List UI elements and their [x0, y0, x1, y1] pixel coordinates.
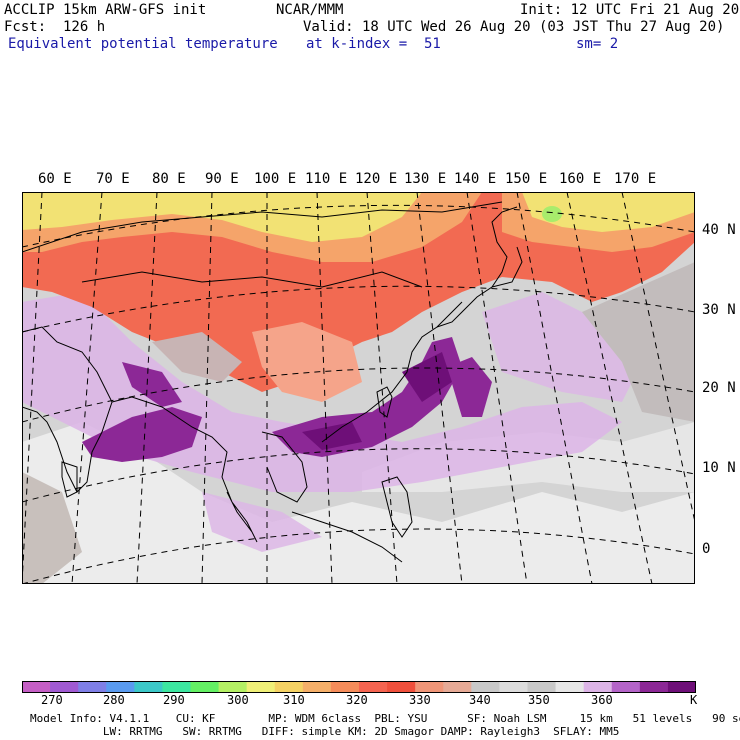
lon-label: 100 E — [254, 171, 297, 187]
lon-label: 140 E — [454, 171, 497, 187]
field-lilac — [202, 492, 322, 552]
model-info-line2: LW: RRTMG SW: RRTMG DIFF: simple KM: 2D … — [30, 725, 620, 738]
colorbar-swatch — [667, 681, 696, 693]
colorbar — [22, 681, 696, 693]
lat-label: 0 — [702, 541, 711, 557]
colorbar-tick: 330 — [409, 693, 431, 707]
colorbar-swatch — [611, 681, 641, 693]
colorbar-swatch — [162, 681, 191, 693]
colorbar-swatch — [415, 681, 444, 693]
field-name: Equivalent potential temperature — [8, 36, 278, 52]
colorbar-tick: 340 — [469, 693, 491, 707]
colorbar-swatch — [639, 681, 669, 693]
center-name: NCAR/MMM — [276, 2, 344, 18]
field-purple — [272, 337, 462, 457]
colorbar-swatch — [499, 681, 528, 693]
colorbar-swatch — [274, 681, 304, 693]
level-label: at k-index = 51 — [306, 36, 441, 52]
colorbar-swatch — [190, 681, 220, 693]
colorbar-tick: 310 — [283, 693, 305, 707]
field-yellow — [22, 192, 422, 242]
field-purple — [82, 407, 202, 462]
theta-e-map — [22, 192, 695, 584]
colorbar-swatch — [359, 681, 388, 693]
field-gray — [582, 262, 695, 422]
field-gray-land — [152, 332, 242, 382]
lon-label: 60 E — [38, 171, 72, 187]
lon-label: 110 E — [305, 171, 348, 187]
valid-time: Valid: 18 UTC Wed 26 Aug 20 (03 JST Thu … — [303, 19, 725, 35]
lon-label: 160 E — [559, 171, 602, 187]
field-salmon — [252, 322, 362, 402]
lon-label: 130 E — [404, 171, 447, 187]
colorbar-swatch — [527, 681, 557, 693]
forecast-hour: Fcst: 126 h — [4, 19, 106, 35]
graticule — [22, 192, 695, 584]
colorbar-swatch — [134, 681, 163, 693]
colorbar-swatch — [302, 681, 332, 693]
field-purple — [447, 357, 492, 417]
lat-label: 20 N — [702, 380, 736, 396]
colorbar-swatch — [218, 681, 248, 693]
lat-label: 30 N — [702, 302, 736, 318]
colorbar-tick: 300 — [227, 693, 249, 707]
init-time: Init: 12 UTC Fri 21 Aug 20 — [520, 2, 740, 18]
colorbar-swatch — [583, 681, 613, 693]
lon-label: 70 E — [96, 171, 130, 187]
lon-label: 150 E — [505, 171, 548, 187]
colorbar-tick: 280 — [103, 693, 125, 707]
model-info-line1: Model Info: V4.1.1 CU: KF MP: WDM 6class… — [30, 712, 740, 725]
field-yellow — [522, 192, 695, 232]
map-frame — [22, 192, 695, 584]
colorbar-tick: 350 — [528, 693, 550, 707]
smoothing-label: sm= 2 — [576, 36, 619, 52]
colorbar-tick: 320 — [346, 693, 368, 707]
coastlines — [22, 201, 523, 563]
colorbar-swatch — [22, 681, 51, 693]
field-green-patch — [542, 206, 562, 222]
colorbar-swatch — [78, 681, 107, 693]
lon-label: 80 E — [152, 171, 186, 187]
colorbar-swatch — [246, 681, 276, 693]
field-purple — [122, 362, 182, 407]
lon-label: 170 E — [614, 171, 657, 187]
colorbar-swatch — [443, 681, 472, 693]
colorbar-unit: K — [690, 693, 698, 707]
field-lilac — [482, 292, 642, 402]
lon-label: 90 E — [205, 171, 239, 187]
colorbar-swatch — [387, 681, 416, 693]
field-light — [22, 422, 695, 584]
colorbar-tick: 360 — [591, 693, 613, 707]
lon-label: 120 E — [355, 171, 398, 187]
lat-label: 40 N — [702, 222, 736, 238]
colorbar-swatch — [330, 681, 360, 693]
field-purple-dark — [302, 422, 362, 450]
colorbar-swatch — [50, 681, 79, 693]
colorbar-swatch — [471, 681, 500, 693]
colorbar-tick: 290 — [163, 693, 185, 707]
field-gray — [22, 472, 82, 584]
colorbar-swatch — [106, 681, 135, 693]
lat-label: 10 N — [702, 460, 736, 476]
colorbar-swatch — [555, 681, 585, 693]
model-title: ACCLIP 15km ARW-GFS init — [4, 2, 207, 18]
colorbar-tick: 270 — [41, 693, 63, 707]
